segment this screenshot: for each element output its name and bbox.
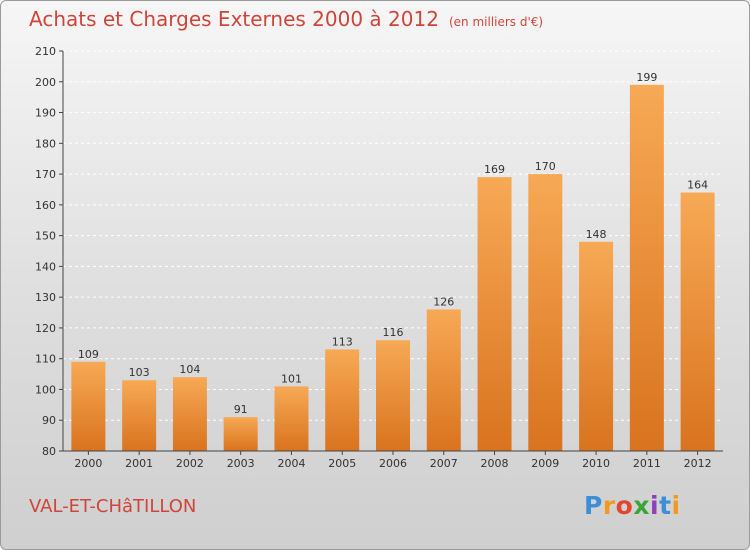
y-tick-label: 110 xyxy=(35,353,56,366)
bar xyxy=(629,84,664,451)
bar-value-label: 113 xyxy=(332,335,353,348)
logo-letter: i xyxy=(671,491,681,520)
logo-letter: x xyxy=(633,491,650,520)
y-tick-label: 140 xyxy=(35,260,56,273)
y-tick-label: 160 xyxy=(35,199,56,212)
bar-value-label: 169 xyxy=(484,163,505,176)
x-tick-label: 2011 xyxy=(633,457,661,470)
x-tick-label: 2008 xyxy=(481,457,509,470)
bar-value-label: 109 xyxy=(78,348,99,361)
bar xyxy=(579,241,614,451)
bar xyxy=(325,349,360,451)
x-tick-label: 2007 xyxy=(430,457,458,470)
x-tick-label: 2004 xyxy=(277,457,305,470)
y-axis: 80 90 100 110 120 130 140 150 160 170 180 190 200 210 xyxy=(35,45,64,458)
y-tick-label: 190 xyxy=(35,107,56,120)
bar xyxy=(426,309,461,451)
bar-value-label: 126 xyxy=(433,295,454,308)
title-text: Achats et Charges Externes 2000 à 2012 xyxy=(29,7,439,31)
bar xyxy=(477,177,512,451)
x-axis: 2000 2001 2002 2003 2004 2005 2006 2007 2008 2009… xyxy=(63,450,723,470)
bar xyxy=(274,386,309,451)
bar-value-label: 101 xyxy=(281,372,302,385)
y-tick-label: 100 xyxy=(35,383,56,396)
bar xyxy=(122,380,157,451)
x-tick-label: 2009 xyxy=(531,457,559,470)
x-tick-label: 2003 xyxy=(227,457,255,470)
bar xyxy=(376,340,410,451)
x-tick-label: 2002 xyxy=(176,457,204,470)
y-tick-label: 180 xyxy=(35,137,56,150)
chart-title: Achats et Charges Externes 2000 à 2012 (e… xyxy=(29,7,543,31)
bar xyxy=(528,174,563,452)
bar xyxy=(71,361,106,451)
y-tick-label: 90 xyxy=(42,414,56,427)
bar-value-label: 103 xyxy=(129,366,150,379)
x-tick-label: 2005 xyxy=(328,457,356,470)
bar-value-label: 199 xyxy=(636,71,657,84)
x-tick-label: 2000 xyxy=(74,457,102,470)
x-tick-label: 2010 xyxy=(582,457,610,470)
bar-value-label: 148 xyxy=(586,228,607,241)
bar xyxy=(223,417,258,451)
y-tick-label: 200 xyxy=(35,76,56,89)
y-tick-label: 120 xyxy=(35,322,56,335)
x-tick-label: 2001 xyxy=(125,457,153,470)
x-tick-label: 2006 xyxy=(379,457,407,470)
logo-letter: P xyxy=(584,491,603,520)
bar-value-label: 91 xyxy=(234,403,248,416)
unit-text: (en milliers d'€) xyxy=(448,15,544,29)
x-tick-label: 2012 xyxy=(684,457,712,470)
bar-value-label: 116 xyxy=(383,326,404,339)
logo-letter: i xyxy=(650,491,660,520)
logo-letter: o xyxy=(615,491,634,520)
logo-letter: t xyxy=(659,491,672,520)
bar xyxy=(680,192,715,452)
bar xyxy=(172,377,207,451)
y-tick-label: 210 xyxy=(35,45,56,58)
y-tick-label: 130 xyxy=(35,291,56,304)
proxiti-logo: Proxiti xyxy=(584,491,681,520)
y-tick-label: 150 xyxy=(35,230,56,243)
bar-value-label: 170 xyxy=(535,160,556,173)
location-name: VAL-ET-CHâTILLON xyxy=(29,496,197,517)
bar-value-label: 104 xyxy=(179,363,200,376)
y-tick-label: 170 xyxy=(35,168,56,181)
bar-value-label: 164 xyxy=(687,179,708,192)
bars: 109 103 104 91 101 113 116 126 169 170 148 199 164 xyxy=(71,71,715,452)
y-tick-label: 80 xyxy=(42,445,56,458)
logo-letter: r xyxy=(602,491,616,520)
